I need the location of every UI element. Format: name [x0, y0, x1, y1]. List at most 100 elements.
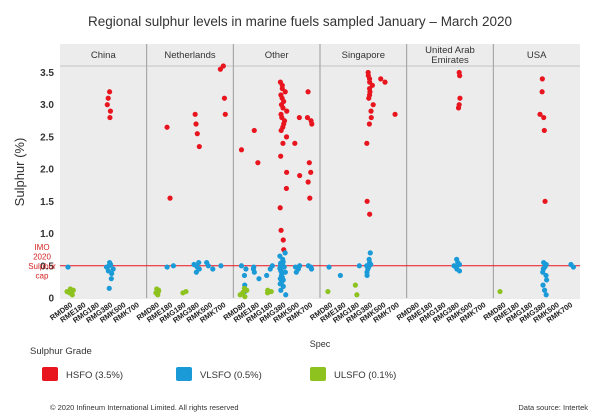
data-point — [451, 263, 457, 269]
data-point — [170, 263, 177, 269]
data-point — [539, 89, 545, 95]
data-point — [204, 259, 210, 266]
data-point — [67, 286, 73, 292]
copyright: © 2020 Infineum International Limited. A… — [50, 403, 239, 412]
data-point — [356, 263, 362, 269]
data-point — [366, 256, 372, 262]
data-point — [541, 287, 548, 293]
data-point — [192, 111, 198, 117]
data-point — [364, 198, 370, 204]
data-point — [108, 276, 114, 282]
data-point — [365, 69, 371, 76]
data-point — [392, 111, 398, 117]
y-axis-title: Sulphur (%) — [12, 138, 27, 207]
panel-layer: China Netherlands Other Singapore United Ara… — [60, 44, 580, 298]
data-point — [243, 266, 249, 272]
data-point — [222, 111, 228, 117]
data-point — [278, 287, 284, 293]
data-point — [568, 261, 574, 268]
data-point — [238, 147, 245, 153]
legend-label: VLSFO (0.5%) — [200, 370, 262, 381]
data-point — [456, 102, 462, 108]
data-point — [457, 95, 463, 101]
y-tick-label: 0.5 — [40, 261, 54, 272]
data-point — [539, 76, 545, 82]
legend-swatch — [176, 367, 192, 381]
data-point — [110, 266, 116, 272]
data-point — [256, 276, 262, 282]
panel-label: USA — [527, 50, 547, 61]
data-point — [106, 285, 112, 291]
data-point — [278, 111, 284, 117]
data-point — [543, 292, 549, 298]
imo-cap-label: IMO 2020 Sulphur cap — [28, 243, 56, 281]
data-point — [541, 114, 547, 121]
data-point — [292, 140, 298, 146]
data-point — [454, 256, 460, 262]
data-point — [221, 95, 228, 101]
data-point — [241, 272, 248, 279]
data-point — [367, 211, 373, 217]
data-point — [308, 118, 314, 124]
data-point — [251, 127, 257, 134]
data-point — [292, 264, 299, 270]
panel-label: Singapore — [342, 50, 385, 61]
data-point — [497, 288, 503, 295]
data-point — [218, 263, 224, 269]
data-point — [542, 198, 548, 204]
data-point — [191, 261, 197, 268]
data-point — [305, 89, 311, 95]
data-point — [105, 268, 111, 274]
y-tick-label: 3.5 — [40, 68, 54, 79]
data-point — [540, 282, 546, 288]
legend: HSFO (3.5%) VLSFO (0.5%) ULSFO (0.1%) — [42, 367, 396, 381]
y-tick-label: 0 — [48, 294, 54, 305]
data-point — [238, 263, 245, 269]
chart-title: Regional sulphur levels in marine fuels … — [88, 14, 512, 29]
data-point — [284, 169, 290, 175]
data-point — [307, 195, 313, 201]
data-point — [255, 160, 261, 166]
data-point — [107, 114, 113, 121]
data-point — [282, 269, 288, 275]
data-point — [107, 108, 114, 114]
data-point — [352, 282, 358, 288]
legend-label: HSFO (3.5%) — [66, 370, 123, 381]
data-point — [305, 179, 311, 185]
data-point — [278, 227, 284, 233]
y-tick-label: 2.0 — [40, 165, 54, 176]
y-tick-label: 1.0 — [40, 229, 54, 240]
data-point — [306, 160, 312, 166]
legend-title: Sulphur Grade — [30, 346, 92, 357]
data-point — [364, 140, 370, 146]
data-point — [269, 263, 275, 269]
data-point — [283, 134, 290, 140]
legend-swatch — [42, 367, 58, 381]
y-tick-label: 2.5 — [40, 132, 54, 143]
data-point — [541, 127, 547, 134]
data-point — [194, 131, 200, 137]
data-point — [308, 169, 314, 175]
data-point — [543, 272, 549, 279]
data-point — [280, 237, 286, 243]
data-point — [367, 250, 373, 256]
panel-label: China — [91, 50, 117, 61]
data-point — [241, 285, 248, 291]
data-point — [326, 264, 332, 270]
data-point — [325, 288, 331, 295]
data-source: Data source: Intertek — [518, 403, 588, 412]
data-point — [283, 185, 290, 192]
data-point — [544, 277, 550, 283]
data-point — [277, 79, 283, 85]
panel-label: Netherlands — [164, 50, 215, 61]
data-point — [65, 264, 71, 270]
data-point — [105, 95, 111, 101]
data-point — [456, 69, 462, 76]
data-point — [378, 76, 384, 82]
data-point — [337, 272, 343, 279]
data-point — [164, 264, 170, 270]
data-point — [382, 79, 388, 85]
data-point — [106, 259, 113, 266]
data-point — [265, 287, 271, 293]
data-point — [297, 172, 303, 179]
